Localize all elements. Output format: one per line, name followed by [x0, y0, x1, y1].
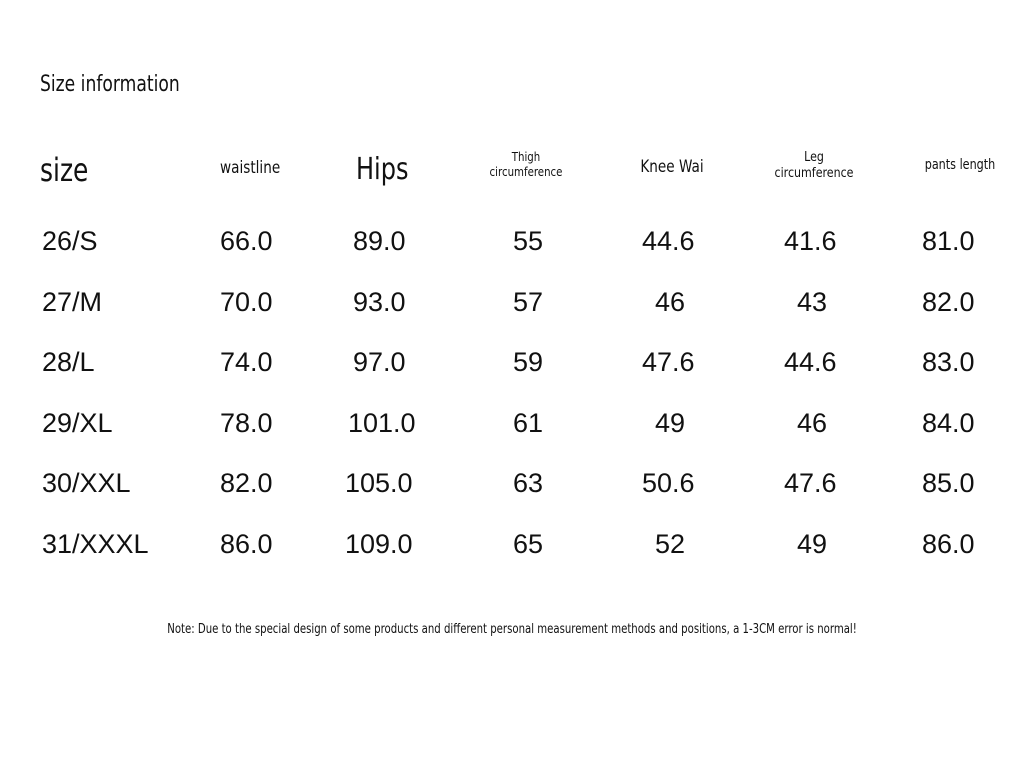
cell-hips: 101.0	[348, 408, 416, 438]
cell-size: 26/S	[42, 226, 98, 256]
cell-leg: 46	[797, 408, 828, 438]
cell-hips: 97.0	[353, 347, 406, 377]
cell-knee: 49	[655, 408, 686, 438]
cell-thigh: 59	[513, 347, 544, 377]
cell-hips: 89.0	[353, 226, 406, 256]
cell-thigh: 61	[513, 408, 544, 438]
cell-hips: 105.0	[345, 468, 413, 498]
cell-waist: 82.0	[220, 468, 273, 498]
header-size: size	[40, 151, 89, 189]
cell-hips: 93.0	[353, 287, 406, 317]
cell-leg: 41.6	[784, 226, 837, 256]
cell-knee: 52	[655, 529, 686, 559]
cell-size: 27/M	[42, 287, 103, 317]
cell-leg: 44.6	[784, 347, 837, 377]
cell-thigh: 65	[513, 529, 544, 559]
measurement-note-text: Note: Due to the special design of some …	[167, 622, 857, 637]
cell-size: 30/XXL	[42, 468, 131, 498]
cell-size: 31/XXXL	[42, 529, 149, 559]
header-thigh-circumference: Thigh circumference	[489, 150, 563, 179]
cell-pants: 86.0	[922, 529, 975, 559]
cell-leg: 47.6	[784, 468, 837, 498]
header-knee: Knee Wai	[640, 157, 704, 177]
cell-waist: 74.0	[220, 347, 273, 377]
cell-thigh: 57	[513, 287, 544, 317]
cell-knee: 44.6	[642, 226, 695, 256]
cell-waist: 78.0	[220, 408, 273, 438]
cell-waist: 86.0	[220, 529, 273, 559]
header-hips: Hips	[356, 152, 409, 187]
cell-pants: 85.0	[922, 468, 975, 498]
cell-thigh: 63	[513, 468, 544, 498]
cell-pants: 82.0	[922, 287, 975, 317]
cell-waist: 66.0	[220, 226, 273, 256]
header-pants-length: pants length	[924, 157, 996, 173]
cell-leg: 49	[797, 529, 828, 559]
cell-pants: 83.0	[922, 347, 975, 377]
cell-leg: 43	[797, 287, 828, 317]
header-waistline: waistline	[220, 158, 281, 178]
cell-knee: 47.6	[642, 347, 695, 377]
cell-pants: 81.0	[922, 226, 975, 256]
cell-thigh: 55	[513, 226, 544, 256]
header-leg-circumference: Leg circumference	[774, 150, 854, 182]
cell-knee: 50.6	[642, 468, 695, 498]
cell-knee: 46	[655, 287, 686, 317]
cell-size: 29/XL	[42, 408, 113, 438]
measurement-note: Note: Due to the special design of some …	[0, 622, 1024, 637]
cell-hips: 109.0	[345, 529, 413, 559]
cell-waist: 70.0	[220, 287, 273, 317]
cell-pants: 84.0	[922, 408, 975, 438]
size-info-title: Size information	[40, 72, 180, 97]
cell-size: 28/L	[42, 347, 95, 377]
